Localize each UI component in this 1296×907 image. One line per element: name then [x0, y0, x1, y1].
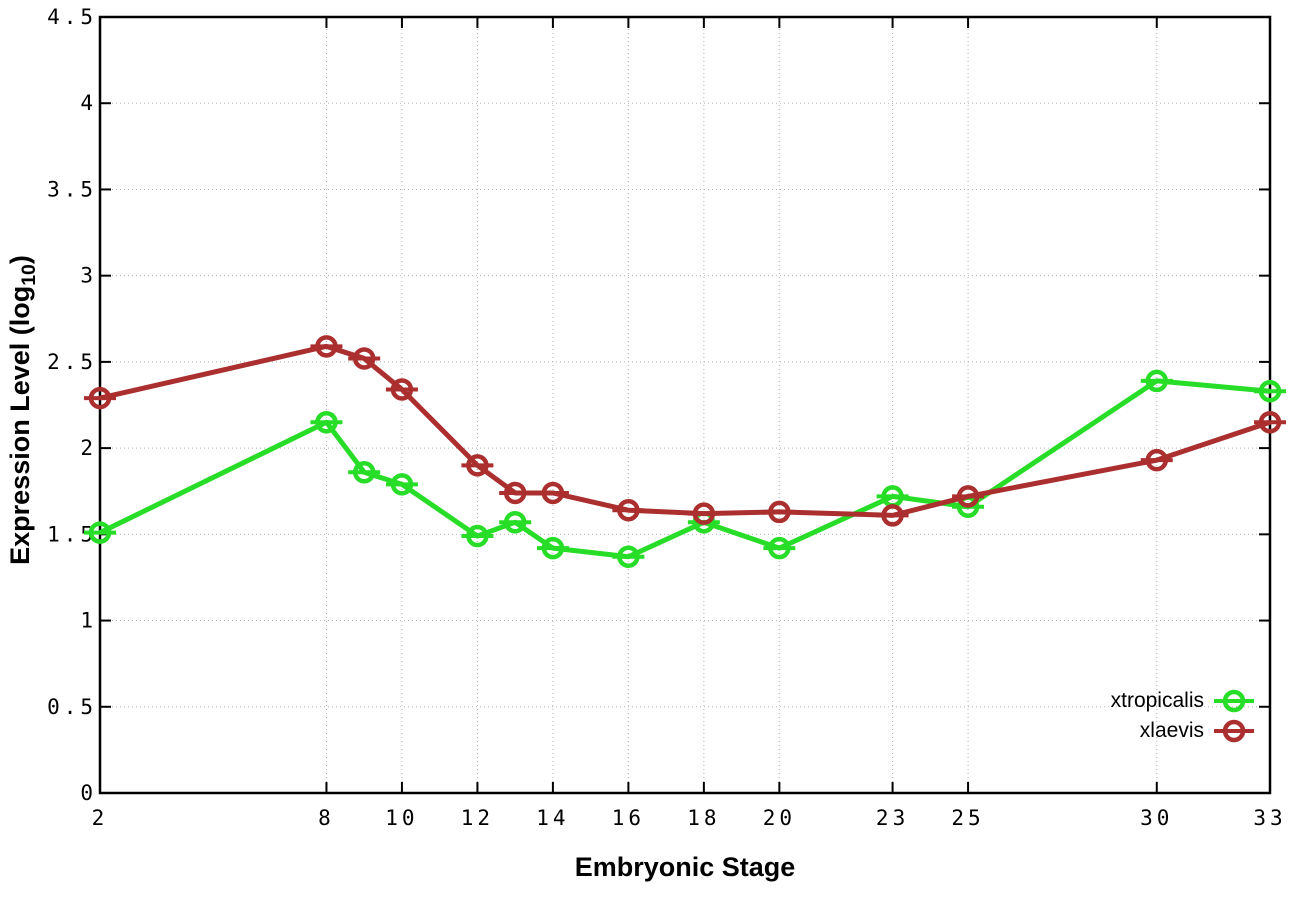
y-tick-label: 0.5 [47, 695, 97, 719]
y-tick-label: 4.5 [47, 5, 97, 29]
y-tick-label: 2.5 [47, 350, 97, 374]
x-tick-label: 25 [951, 806, 984, 830]
data-point-xtropicalis [315, 410, 338, 434]
data-point-xlaevis [88, 386, 112, 410]
data-point-xtropicalis [466, 524, 489, 548]
legend-label: xtropicalis [1110, 689, 1204, 712]
x-tick-label: 14 [536, 806, 569, 830]
y-axis-title-text: Expression Level (log [4, 285, 35, 565]
data-point-xlaevis [503, 481, 527, 505]
y-tick-label: 3.5 [47, 177, 97, 201]
y-tick-label: 2 [80, 436, 97, 460]
x-axis-title: Embryonic Stage [574, 852, 796, 882]
x-tick-label: 12 [461, 806, 494, 830]
data-point-xtropicalis [390, 473, 414, 496]
data-point-xtropicalis [352, 461, 376, 484]
data-point-xlaevis [881, 504, 904, 527]
x-tick-label: 16 [612, 806, 645, 830]
data-point-xtropicalis [768, 536, 791, 560]
x-tick-label: 20 [763, 806, 796, 830]
x-tick-label: 30 [1140, 806, 1173, 830]
data-point-xtropicalis [541, 536, 565, 560]
data-point-xlaevis [541, 481, 565, 505]
x-tick-label: 23 [876, 806, 909, 830]
x-tick-label: 33 [1253, 806, 1286, 830]
data-point-xlaevis [768, 500, 791, 524]
data-point-xlaevis [617, 498, 640, 522]
y-axis-title-close: ) [4, 255, 35, 265]
data-point-xlaevis [352, 347, 376, 370]
data-point-xlaevis [1258, 410, 1282, 434]
x-tick-label: 2 [92, 806, 109, 830]
y-tick-label: 3 [80, 264, 97, 288]
legend-label: xlaevis [1139, 719, 1204, 742]
y-tick-label: 1 [80, 609, 97, 633]
data-point-xtropicalis [617, 545, 640, 569]
data-point-xlaevis [1145, 448, 1169, 472]
y-axis-title-subscript: 10 [18, 264, 41, 286]
series-line-xlaevis [99, 343, 1271, 518]
data-point-xtropicalis [88, 521, 112, 544]
plot-border [98, 15, 1272, 795]
y-axis-title: Expression Level (log10) [5, 255, 41, 565]
y-tick-label: 0 [80, 781, 97, 805]
x-tick-label: 18 [687, 806, 720, 830]
data-point-xlaevis [315, 335, 338, 358]
data-point-xlaevis [466, 454, 489, 477]
x-tick-label: 8 [318, 806, 335, 830]
data-point-xlaevis [692, 502, 716, 525]
legend: xtropicalis xlaevis [1111, 686, 1256, 746]
x-tick-label: 10 [385, 806, 418, 830]
legend-item-xlaevis: xlaevis [1111, 716, 1256, 746]
y-tick-label: 4 [80, 91, 97, 115]
legend-marker-icon [1214, 689, 1254, 713]
data-point-xtropicalis [1258, 379, 1282, 403]
legend-marker-icon [1214, 719, 1254, 743]
series-line-xtropicalis [98, 378, 1271, 560]
data-point-xtropicalis [503, 511, 527, 534]
data-point-xtropicalis [1145, 369, 1169, 393]
data-point-xlaevis [956, 485, 980, 508]
data-point-xlaevis [390, 378, 414, 401]
legend-item-xtropicalis: xtropicalis [1111, 686, 1256, 716]
